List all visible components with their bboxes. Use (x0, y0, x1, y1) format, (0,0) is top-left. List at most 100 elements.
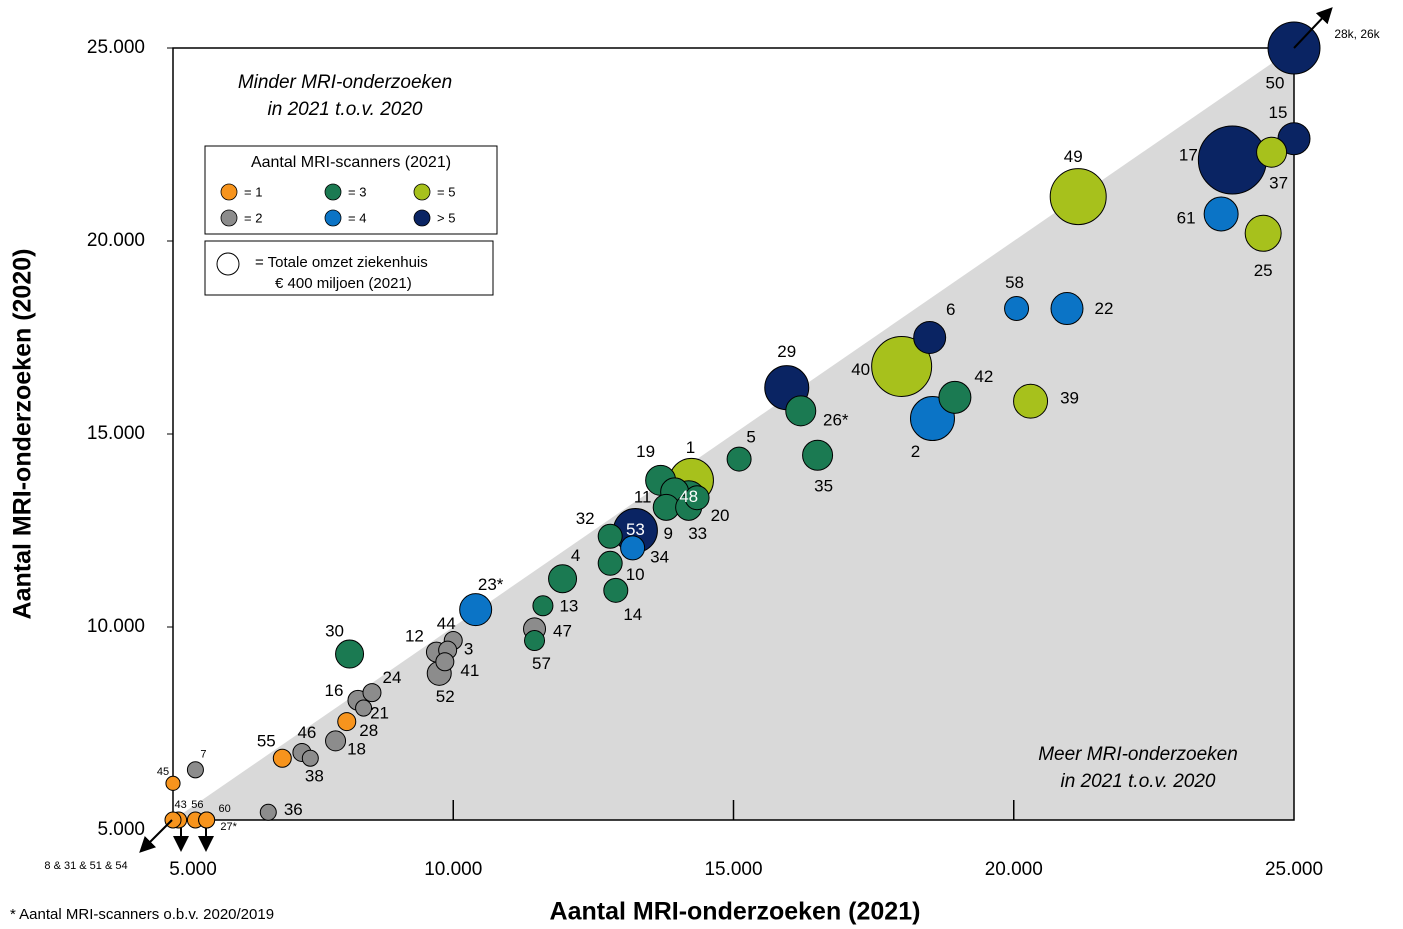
point-label: 7 (200, 749, 206, 761)
point-label: 2 (911, 442, 920, 461)
point-label: 50 (1266, 73, 1285, 92)
bubble (198, 811, 216, 829)
bubble (435, 652, 455, 672)
point-label: 61 (1177, 208, 1196, 227)
annotation: Meer MRI-onderzoeken (1038, 744, 1238, 765)
footnote: * Aantal MRI-scanners o.b.v. 2020/2019 (10, 906, 274, 923)
bubble (548, 564, 578, 594)
y-tick-label: 5.000 (97, 819, 145, 840)
point-label: 29 (777, 342, 796, 361)
legend-swatch (324, 209, 342, 227)
legend-title: Aantal MRI-scanners (2021) (251, 154, 451, 171)
bubble (1013, 383, 1049, 419)
legend-label: = 5 (437, 184, 455, 199)
bubble (802, 439, 834, 471)
bubble (871, 335, 933, 397)
point-label: 28 (359, 721, 378, 740)
point-label: 60 (219, 803, 231, 815)
point-label: 16 (325, 681, 344, 700)
point-label: 20 (711, 506, 730, 525)
point-label: 33 (688, 524, 707, 543)
bubble (1256, 136, 1288, 168)
x-tick-label: 15.000 (704, 859, 762, 880)
point-label: 10 (626, 565, 645, 584)
x-tick-label: 25.000 (1265, 859, 1323, 880)
legend (204, 145, 498, 235)
point-label: 11 (634, 487, 652, 506)
point-label: 27* (220, 821, 237, 833)
point-label: 3 (464, 640, 473, 659)
bubble (362, 683, 382, 703)
region (173, 48, 1294, 820)
point-label: 15 (1269, 103, 1288, 122)
point-label: 4 (571, 546, 580, 565)
bubble (301, 749, 319, 767)
point-label: 36 (284, 800, 303, 819)
point-label: 26* (823, 410, 849, 429)
point-label: 52 (436, 687, 455, 706)
point-label: 47 (553, 621, 572, 640)
annotation: in 2021 t.o.v. 2020 (268, 99, 423, 120)
point-label: 18 (347, 739, 366, 758)
point-label: 8 & 31 & 51 & 54 (44, 860, 127, 872)
point-label: 56 (191, 799, 203, 811)
bubble (785, 395, 817, 427)
bubble (938, 380, 972, 414)
y-tick-label: 10.000 (87, 616, 145, 637)
point-label: 13 (559, 596, 578, 615)
y-tick-label: 25.000 (87, 37, 145, 58)
legend-label: = 2 (244, 210, 262, 225)
legend-label: > 5 (437, 210, 455, 225)
bubble (165, 775, 181, 791)
point-label: 37 (1269, 174, 1288, 193)
legend-label: = 4 (348, 210, 366, 225)
point-label: 39 (1060, 389, 1079, 408)
y-tick-label: 20.000 (87, 230, 145, 251)
legend-swatch (220, 183, 238, 201)
point-label: 46 (297, 723, 316, 742)
size-legend-circle (216, 252, 240, 276)
point-label: 5 (746, 428, 755, 447)
point-label: 21 (370, 704, 389, 723)
size-legend (204, 240, 494, 296)
annotation: Minder MRI-onderzoeken (238, 72, 452, 93)
bubble (325, 730, 347, 752)
point-label: 12 (405, 627, 424, 646)
point-label: 9 (664, 524, 673, 543)
point-label: 6 (946, 300, 955, 319)
point-label: 32 (576, 509, 595, 528)
bubble (355, 699, 373, 717)
point-label: 22 (1095, 299, 1114, 318)
point-label: 41 (460, 661, 479, 680)
x-tick-label: 10.000 (424, 859, 482, 880)
point-label: 44 (437, 614, 456, 633)
point-label: 42 (974, 367, 993, 386)
bubble (603, 577, 629, 603)
point-label: 55 (257, 732, 276, 751)
bubble (532, 595, 554, 617)
bubble (524, 630, 546, 652)
arrow (139, 819, 173, 853)
size-legend-text: € 400 miljoen (2021) (275, 275, 412, 292)
point-label: 45 (157, 766, 169, 778)
size-legend-text: = Totale omzet ziekenhuis (255, 254, 428, 271)
point-label: 35 (814, 477, 833, 496)
bubble (684, 485, 710, 511)
point-label: 24 (383, 668, 402, 687)
point-label: 58 (1005, 273, 1024, 292)
point-label: 14 (623, 605, 642, 624)
bubble (597, 523, 623, 549)
bubble (1050, 292, 1084, 326)
x-axis-title: Aantal MRI-onderzoeken (2021) (550, 898, 921, 926)
x-tick-label: 5.000 (169, 859, 217, 880)
point-label: 34 (650, 547, 669, 566)
bubble (1203, 196, 1239, 232)
y-axis-title: Aantal MRI-onderzoeken (2020) (9, 249, 37, 620)
point-label: 53 (626, 520, 645, 539)
legend-label: = 1 (244, 184, 262, 199)
bubble (337, 712, 357, 732)
point-label: 40 (851, 360, 870, 379)
point-label: 19 (636, 442, 655, 461)
y-tick-label: 15.000 (87, 423, 145, 444)
bubble (726, 446, 752, 472)
